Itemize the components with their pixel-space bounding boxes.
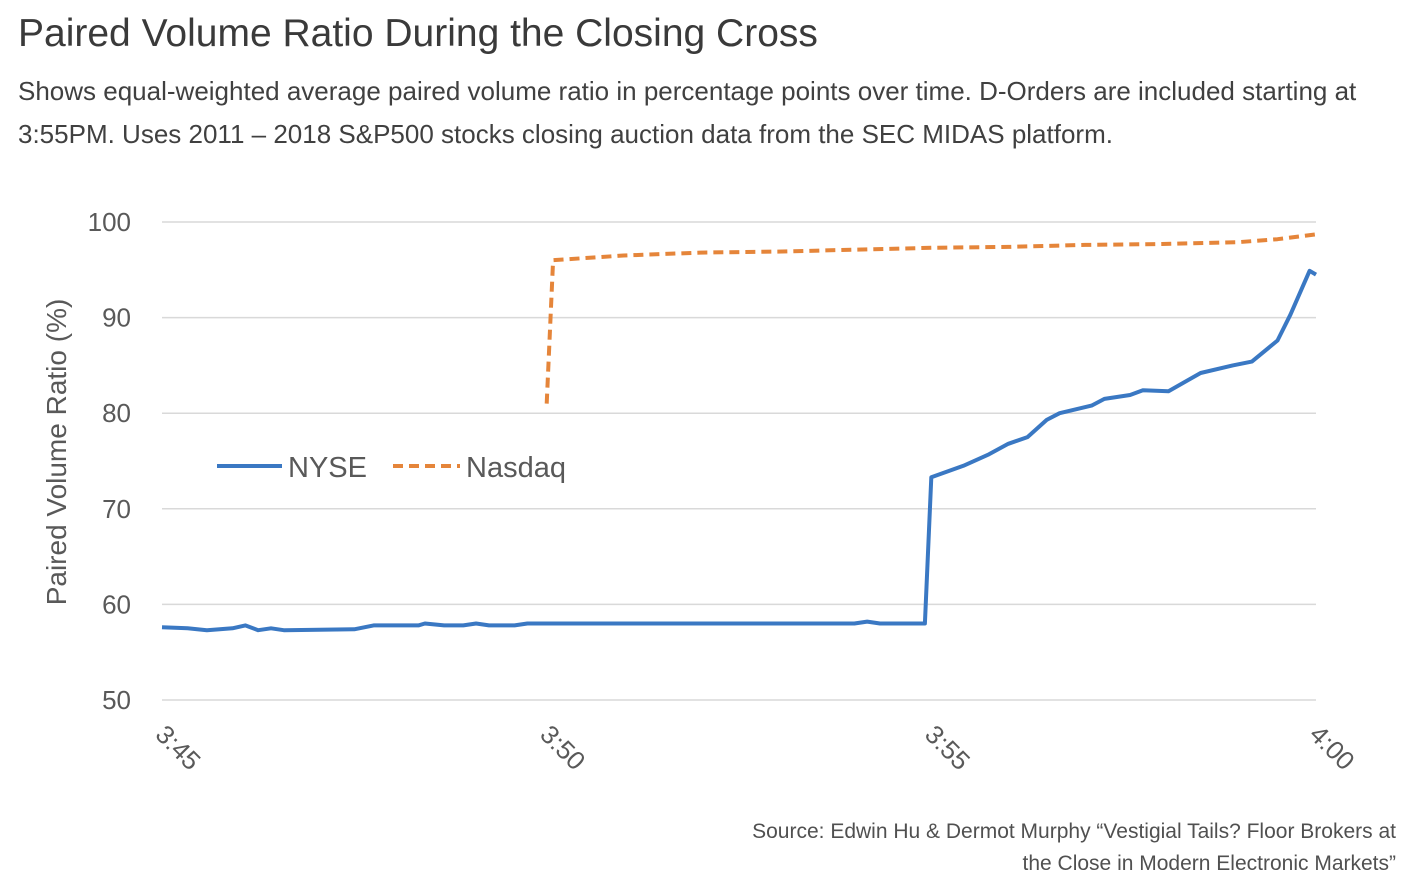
legend: NYSE Nasdaq bbox=[217, 452, 566, 484]
x-tick-label: 3:45 bbox=[150, 719, 207, 776]
legend-label-nasdaq: Nasdaq bbox=[466, 452, 566, 484]
x-tick-labels: 3:45 3:50 3:55 4:00 bbox=[150, 719, 1361, 776]
source-note: Source: Edwin Hu & Dermot Murphy “Vestig… bbox=[752, 816, 1396, 880]
series-line-nyse bbox=[161, 268, 1318, 633]
y-axis-label: Paired Volume Ratio (%) bbox=[41, 299, 72, 606]
y-tick-label: 60 bbox=[102, 589, 131, 619]
chart-subtitle: Shows equal-weighted average paired volu… bbox=[18, 76, 1357, 149]
y-tick-label: 100 bbox=[88, 207, 131, 237]
y-tick-labels: 50 60 70 80 90 100 bbox=[88, 207, 131, 715]
source-line-2: the Close in Modern Electronic Markets” bbox=[1022, 852, 1396, 875]
x-tick-label: 4:00 bbox=[1304, 719, 1361, 776]
y-tick-label: 70 bbox=[102, 494, 131, 524]
series-lines bbox=[161, 232, 1318, 633]
y-tick-label: 90 bbox=[102, 303, 131, 333]
chart-title: Paired Volume Ratio During the Closing C… bbox=[18, 12, 818, 55]
series-line-nasdaq bbox=[544, 232, 1317, 404]
source-line-1: Source: Edwin Hu & Dermot Murphy “Vestig… bbox=[752, 820, 1396, 843]
x-tick-label: 3:50 bbox=[534, 719, 591, 776]
y-tick-label: 50 bbox=[102, 685, 131, 715]
x-tick-label: 3:55 bbox=[919, 719, 976, 776]
y-tick-label: 80 bbox=[102, 398, 131, 428]
gridlines bbox=[162, 221, 1316, 701]
legend-label-nyse: NYSE bbox=[288, 452, 367, 484]
